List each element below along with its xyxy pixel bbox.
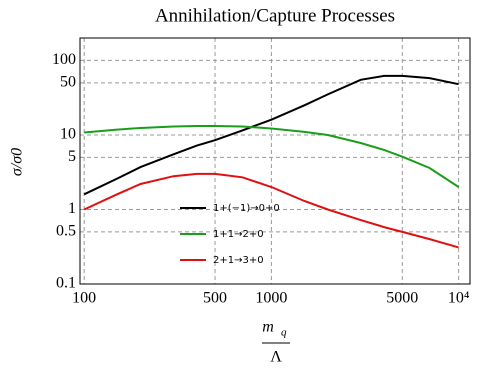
y-tick-label: 10 — [60, 126, 76, 143]
y-tick-label: 5 — [68, 148, 76, 165]
x-label-top: m — [262, 319, 274, 336]
line — [84, 125, 460, 188]
legend-label: 2+1→3+0 — [213, 255, 264, 266]
y-tick-label: 1 — [68, 200, 76, 217]
y-tick-label: 100 — [52, 51, 76, 68]
x-tick-label: 10⁴ — [448, 290, 470, 307]
y-tick-label: 0.5 — [56, 223, 76, 240]
x-tick-label: 5000 — [386, 290, 418, 307]
x-label-sub: q — [281, 327, 287, 339]
y-axis-label: σ/σ0 — [9, 148, 26, 176]
x-tick-label: 1000 — [255, 290, 287, 307]
line — [83, 172, 459, 249]
chart-title: Annihilation/Capture Processes — [155, 5, 395, 26]
y-tick-label: 0.1 — [56, 275, 76, 292]
x-tick-label: 100 — [72, 290, 96, 307]
line — [83, 74, 459, 196]
legend-label: 1+(−1)→0+0 — [213, 203, 280, 214]
x-tick-label: 500 — [203, 290, 227, 307]
plot-frame — [79, 37, 471, 285]
x-label-bottom: Λ — [270, 349, 282, 366]
y-tick-label: 50 — [60, 74, 76, 91]
legend-label: 1+1→2+0 — [213, 229, 264, 240]
